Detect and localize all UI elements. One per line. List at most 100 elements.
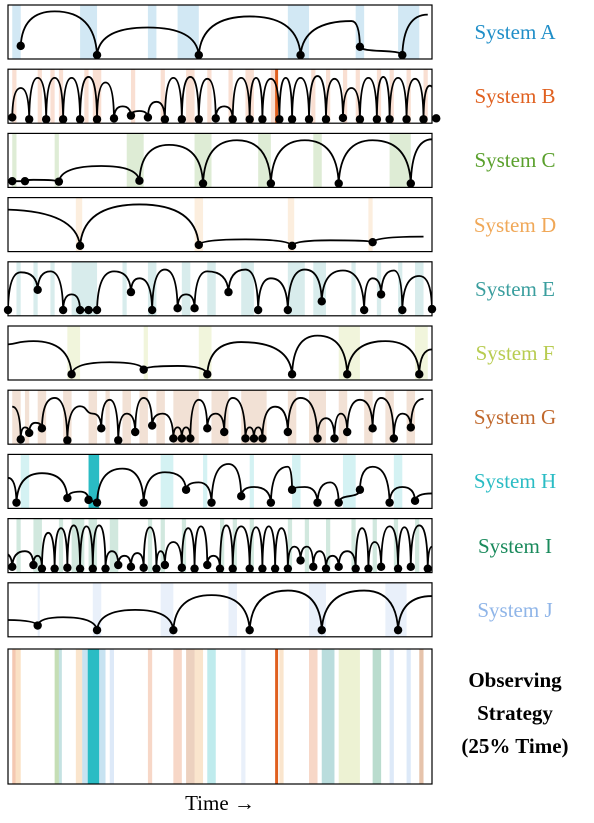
strategy-band [321, 649, 335, 784]
shaded-band [84, 69, 89, 124]
shaded-band [211, 390, 229, 445]
x-axis-label: Time → [185, 791, 255, 815]
strategy-band [419, 649, 424, 784]
minimum-point [385, 115, 394, 124]
shaded-band [287, 390, 297, 445]
minimum-point [139, 498, 148, 507]
shaded-band [258, 133, 271, 188]
minimum-point [355, 485, 365, 494]
shaded-band [232, 518, 237, 573]
shaded-band [194, 133, 212, 188]
minimum-point [160, 115, 170, 124]
shaded-band [194, 197, 204, 252]
minimum-point [406, 423, 415, 432]
minimum-point [258, 564, 267, 573]
minimum-point [245, 625, 254, 635]
strategy-band [99, 649, 106, 784]
minimum-point [283, 305, 293, 315]
shaded-band [311, 69, 316, 124]
minimum-point [92, 50, 102, 60]
minimum-point [139, 365, 148, 374]
shaded-band [393, 518, 399, 573]
minimum-point [67, 370, 76, 379]
shaded-band [338, 390, 348, 445]
minimum-point [37, 564, 47, 573]
shaded-band [398, 261, 403, 316]
minimum-point [37, 424, 47, 433]
shaded-band [398, 5, 420, 59]
shaded-band [160, 454, 174, 509]
minimum-point [97, 424, 106, 433]
shaded-band [207, 261, 216, 316]
shaded-band [228, 582, 237, 637]
minimum-point [50, 564, 59, 573]
minimum-point [198, 179, 208, 188]
minimum-point [245, 115, 254, 124]
minimum-point [253, 305, 263, 315]
minimum-point [432, 114, 441, 123]
strategy-label: Observing Strategy (25% Time) [438, 664, 592, 763]
minimum-point [317, 625, 326, 635]
shaded-band [12, 5, 21, 59]
minimum-point [160, 560, 170, 570]
minimum-point [92, 115, 102, 124]
shaded-band [326, 518, 331, 573]
panel-frame [7, 389, 433, 445]
strategy-frame [7, 648, 433, 785]
shaded-band [376, 69, 382, 124]
minimum-point [215, 564, 225, 573]
minimum-point [355, 115, 365, 124]
minimum-point [237, 492, 246, 501]
minimum-point [16, 41, 25, 51]
strategy-label-line: (25% Time) [461, 734, 569, 758]
minimum-point [114, 436, 123, 445]
minimum-point [16, 435, 25, 444]
minimum-point [169, 434, 178, 443]
shaded-band [92, 69, 102, 124]
panel-7 [7, 389, 433, 445]
minimum-point [283, 564, 293, 573]
minimum-point [419, 115, 428, 124]
minimum-point [364, 564, 373, 573]
panel-frame [7, 197, 433, 253]
panel-5 [3, 261, 437, 317]
minimum-point [147, 421, 157, 430]
shaded-band [292, 454, 301, 509]
minimum-point [63, 436, 72, 445]
minimum-point [92, 625, 102, 635]
minimum-point [287, 370, 297, 379]
shaded-band [207, 69, 212, 124]
strategy-band [173, 649, 182, 784]
strategy-band [372, 649, 382, 784]
strategy-band [241, 649, 246, 784]
minimum-point [398, 305, 407, 315]
minimum-point [84, 305, 93, 315]
minimum-point [88, 564, 98, 573]
shaded-band [351, 518, 356, 573]
minimum-point [131, 427, 140, 437]
shaded-band [147, 518, 153, 573]
shaded-band [33, 518, 42, 573]
shaded-band [50, 69, 55, 124]
shaded-band [372, 518, 377, 573]
panel-4 [7, 197, 433, 253]
series-line [8, 589, 432, 631]
minimum-point [287, 115, 297, 124]
minimum-point [109, 114, 119, 123]
series-label: System I [477, 533, 553, 558]
minimum-point [304, 115, 314, 124]
minimum-point [190, 304, 199, 313]
minimum-point [135, 176, 144, 185]
shaded-band [220, 518, 225, 573]
shaded-band [351, 261, 356, 316]
strategy-band [275, 649, 279, 784]
strategy-band [54, 649, 59, 784]
shaded-band [71, 518, 85, 573]
shaded-band [92, 582, 102, 637]
minimum-point [173, 304, 182, 313]
minimum-point [249, 434, 259, 443]
minimum-point [398, 50, 407, 60]
minimum-point [224, 287, 233, 297]
shaded-band [173, 390, 199, 445]
observed-band [275, 69, 279, 124]
